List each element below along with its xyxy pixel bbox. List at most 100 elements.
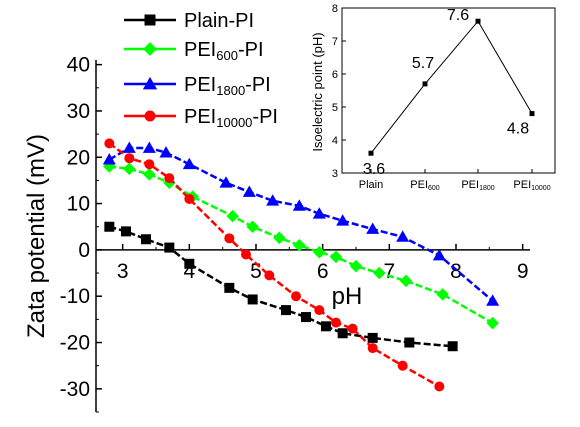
main-y-tick-label: -30 xyxy=(60,378,90,401)
inset-x-tick-label: PEI10000 xyxy=(513,179,550,192)
data-point xyxy=(404,337,415,348)
data-point xyxy=(399,274,413,288)
series-line-0 xyxy=(108,225,453,348)
data-point xyxy=(102,153,116,165)
main-y-axis-title: Zata potential (mV) xyxy=(23,134,50,338)
inset-series-group: 3.6 5.7 7.6 4.8 xyxy=(363,7,535,178)
data-point xyxy=(293,239,306,252)
main-x-tick-label: 5 xyxy=(250,260,262,283)
data-point xyxy=(124,153,135,164)
data-point xyxy=(226,209,239,223)
data-point xyxy=(436,288,449,301)
data-point xyxy=(273,231,286,245)
data-point xyxy=(321,321,331,332)
inset-data-point xyxy=(475,18,481,24)
legend-marker xyxy=(143,42,157,56)
inset-y-tick-label: 3 xyxy=(332,168,338,180)
data-point xyxy=(281,305,291,316)
data-point xyxy=(336,214,350,226)
inset-x-tick-label: PEI1800 xyxy=(461,179,494,192)
inset-y-tick-label: 6 xyxy=(332,69,338,81)
legend-marker xyxy=(142,76,158,90)
data-point xyxy=(184,258,195,269)
data-point xyxy=(486,316,499,330)
data-point xyxy=(182,157,196,170)
data-point xyxy=(159,146,173,158)
main-y-tick-label: -20 xyxy=(60,332,90,355)
inset-data-point xyxy=(422,81,428,87)
data-point xyxy=(366,222,380,234)
data-point xyxy=(184,193,195,204)
data-point xyxy=(312,207,326,219)
inset-y-tick-label: 5 xyxy=(332,102,338,114)
main-x-tick-label: 8 xyxy=(450,260,462,283)
main-x-axis-title: pH xyxy=(332,283,363,310)
data-point xyxy=(242,185,256,197)
legend-label: PEI600-PI xyxy=(184,39,264,63)
data-point xyxy=(122,141,136,153)
main-y-tick-label: 0 xyxy=(78,239,90,262)
data-point xyxy=(266,194,280,206)
data-point xyxy=(144,159,155,170)
main-series-group xyxy=(102,138,500,392)
main-x-tick-label: 9 xyxy=(517,260,529,283)
inset-x-tick-label: PEI600 xyxy=(410,179,440,192)
inset-value-label: 7.6 xyxy=(447,7,469,24)
data-point xyxy=(291,291,301,302)
data-point xyxy=(349,259,363,273)
data-point xyxy=(331,317,341,328)
series-line-1 xyxy=(109,165,494,325)
data-point xyxy=(486,294,500,306)
data-point xyxy=(313,245,326,259)
inset-x-tick-label: Plain xyxy=(359,179,383,191)
main-x-tick-label: 3 xyxy=(117,260,129,283)
data-point xyxy=(219,176,233,188)
data-point xyxy=(314,305,325,316)
data-point xyxy=(164,242,175,253)
legend-marker xyxy=(144,14,156,26)
data-point xyxy=(397,360,408,371)
legend-marker xyxy=(144,110,156,122)
main-y-tick-label: 20 xyxy=(67,146,90,169)
data-point xyxy=(373,266,386,280)
data-point xyxy=(104,138,115,149)
legend-label: PEI1800-PI xyxy=(184,74,271,98)
data-point xyxy=(264,270,275,281)
data-point xyxy=(396,230,410,242)
inset-data-point xyxy=(368,150,374,156)
series-line-2 xyxy=(108,146,494,302)
inset-y-tick-label: 4 xyxy=(332,135,338,147)
data-point xyxy=(329,250,343,264)
data-point xyxy=(301,312,311,323)
inset-value-label: 4.8 xyxy=(507,121,529,138)
main-y-tick-label: 10 xyxy=(67,193,90,216)
data-point xyxy=(447,341,458,352)
main-x-tick-label: 6 xyxy=(317,260,329,283)
data-point xyxy=(337,328,348,339)
data-point xyxy=(246,220,259,233)
data-point xyxy=(141,234,151,245)
legend-label: Plain-PI xyxy=(184,10,254,32)
inset-value-label: 3.6 xyxy=(363,161,385,178)
data-point xyxy=(367,332,378,343)
data-point xyxy=(142,141,156,153)
inset-y-tick-label: 7 xyxy=(332,36,338,48)
data-point xyxy=(247,294,258,305)
data-point xyxy=(432,248,446,261)
inset-data-point xyxy=(529,111,535,117)
data-point xyxy=(224,233,235,244)
inset-chart: 3 4 5 6 7 8 Plain PEI600 PEI1800 PEI10000 Isoele… xyxy=(310,3,556,192)
inset-plot-frame xyxy=(341,7,556,174)
main-y-ticks: 40 30 20 10 0 -10 -20 -30 xyxy=(60,54,102,413)
inset-y-axis-title: Isoelectric point (pH) xyxy=(310,32,325,151)
inset-series-line xyxy=(370,20,533,154)
legend: Plain-PI PEI600-PI PEI1800-PI PEI10000-PI xyxy=(124,10,278,130)
series-line-3 xyxy=(108,142,440,388)
inset-x-ticks: Plain PEI600 PEI1800 PEI10000 xyxy=(359,169,551,192)
data-point xyxy=(121,226,131,237)
data-point xyxy=(434,381,445,392)
data-point xyxy=(123,162,136,176)
legend-label: PEI10000-PI xyxy=(184,106,278,130)
